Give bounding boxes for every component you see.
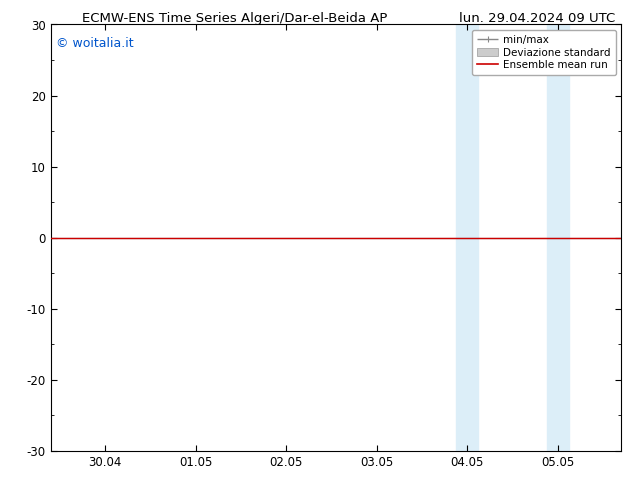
Text: lun. 29.04.2024 09 UTC: lun. 29.04.2024 09 UTC	[459, 12, 615, 25]
Bar	[456, 24, 478, 451]
Bar	[547, 24, 569, 451]
Legend: min/max, Deviazione standard, Ensemble mean run: min/max, Deviazione standard, Ensemble m…	[472, 30, 616, 75]
Text: ECMW-ENS Time Series Algeri/Dar-el-Beida AP: ECMW-ENS Time Series Algeri/Dar-el-Beida…	[82, 12, 388, 25]
Text: © woitalia.it: © woitalia.it	[56, 37, 134, 50]
